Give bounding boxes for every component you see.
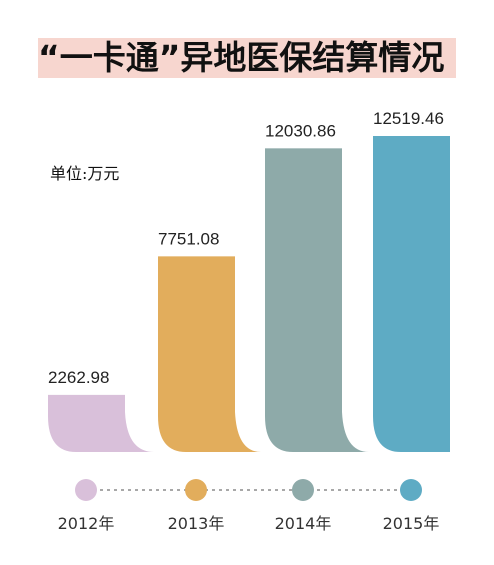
year-label: 2012年: [58, 514, 115, 533]
bar-foot: [342, 412, 369, 452]
value-label: 7751.08: [158, 229, 219, 248]
legend-dot: [75, 479, 97, 501]
bar-2015: [373, 136, 450, 452]
value-label: 2262.98: [48, 368, 109, 387]
bar-2013: [158, 256, 235, 452]
legend-dot: [400, 479, 422, 501]
year-label: 2013年: [168, 514, 225, 533]
bar-foot: [125, 412, 154, 452]
bar-2012: [48, 395, 125, 452]
year-label: 2015年: [383, 514, 440, 533]
year-label: 2014年: [275, 514, 332, 533]
bar-foot: [235, 412, 261, 452]
value-label: 12030.86: [265, 121, 336, 140]
legend-dot: [185, 479, 207, 501]
bar-2014: [265, 148, 342, 452]
legend-dot: [292, 479, 314, 501]
value-label: 12519.46: [373, 109, 444, 128]
